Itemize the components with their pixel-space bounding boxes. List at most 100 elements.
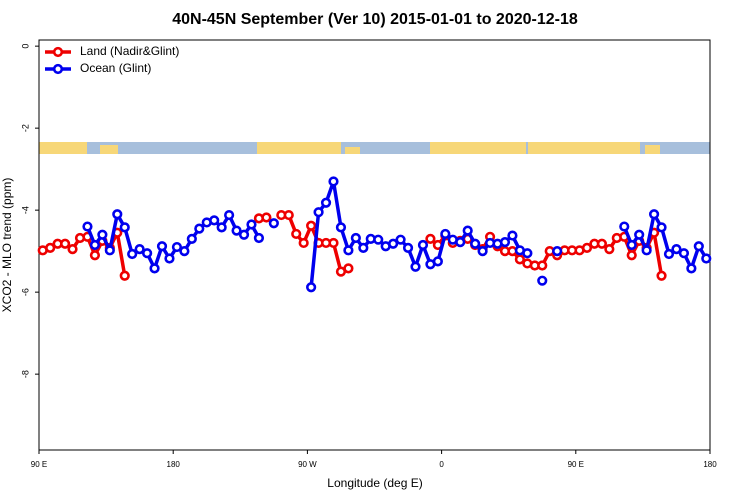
data-point xyxy=(149,263,160,274)
plot-frame xyxy=(38,39,711,451)
data-point xyxy=(59,238,71,249)
y-tick-label: -4 xyxy=(20,206,30,214)
land-mask-band xyxy=(39,142,710,154)
data-point xyxy=(402,242,414,253)
x-tick-label: 0 xyxy=(439,460,444,469)
y-tick-label: -2 xyxy=(20,124,30,132)
data-point xyxy=(253,232,265,244)
data-point xyxy=(619,221,630,232)
data-point xyxy=(67,244,78,255)
data-point xyxy=(425,233,436,244)
data-point xyxy=(343,263,354,274)
data-point xyxy=(417,239,429,251)
legend-marker xyxy=(52,63,64,75)
data-point xyxy=(552,246,563,257)
data-point xyxy=(283,209,294,221)
data-point xyxy=(693,241,704,252)
data-point xyxy=(477,246,488,257)
data-point xyxy=(89,250,101,261)
data-point xyxy=(268,218,279,229)
data-point xyxy=(686,263,697,274)
data-point xyxy=(186,233,197,244)
data-point xyxy=(164,253,175,264)
data-point xyxy=(156,241,168,252)
chart-title: 40N-45N September (Ver 10) 2015-01-01 to… xyxy=(172,11,578,28)
data-point xyxy=(514,254,525,265)
data-point xyxy=(373,234,384,245)
data-point xyxy=(231,225,242,236)
data-point xyxy=(596,238,607,249)
data-point xyxy=(663,248,675,260)
data-point xyxy=(410,261,421,272)
data-point xyxy=(171,241,183,253)
legend-label: Land (Nadir&Glint) xyxy=(80,44,179,58)
data-point xyxy=(440,228,451,240)
data-point xyxy=(537,275,548,286)
data-point xyxy=(432,256,443,267)
data-point xyxy=(142,248,153,259)
data-point xyxy=(224,209,235,221)
data-point xyxy=(89,239,101,251)
data-point xyxy=(499,237,511,248)
data-point xyxy=(209,215,220,226)
x-axis-label: Longitude (deg E) xyxy=(327,476,422,490)
data-point xyxy=(306,282,317,293)
data-point xyxy=(455,237,466,248)
data-point xyxy=(306,220,317,231)
data-point xyxy=(246,219,257,230)
data-point xyxy=(626,250,637,261)
x-tick-label: 90 W xyxy=(298,460,317,469)
data-point xyxy=(328,176,339,187)
data-point xyxy=(320,197,332,208)
y-tick-label: 0 xyxy=(20,44,30,49)
legend-marker xyxy=(52,46,64,58)
data-point xyxy=(45,242,56,253)
data-point xyxy=(656,270,667,281)
x-tick-label: 180 xyxy=(703,460,717,469)
data-point xyxy=(678,248,690,259)
x-tick-label: 180 xyxy=(167,460,181,469)
y-axis-label: XCO2 - MLO trend (ppm) xyxy=(0,178,14,313)
data-point xyxy=(470,238,481,249)
data-point xyxy=(388,238,399,249)
data-point xyxy=(626,239,637,251)
data-point xyxy=(127,248,138,260)
data-point xyxy=(522,248,533,259)
data-point xyxy=(291,228,302,240)
data-point xyxy=(313,207,324,218)
data-point xyxy=(238,229,250,240)
data-point xyxy=(641,245,652,256)
data-point xyxy=(194,223,205,234)
data-point xyxy=(701,253,712,264)
data-point xyxy=(581,242,593,253)
data-point xyxy=(112,209,123,220)
data-point xyxy=(335,222,347,233)
x-tick-label: 90 E xyxy=(31,460,47,469)
data-point xyxy=(648,209,660,220)
data-point xyxy=(537,260,548,271)
data-point xyxy=(119,270,130,281)
data-point xyxy=(134,244,145,255)
data-point xyxy=(216,222,227,233)
data-point xyxy=(97,229,108,240)
data-point xyxy=(634,229,645,240)
data-point xyxy=(343,245,354,256)
data-point xyxy=(298,237,309,249)
data-point xyxy=(328,237,339,249)
legend-label: Ocean (Glint) xyxy=(80,61,151,75)
data-point xyxy=(350,232,361,244)
data-point xyxy=(656,222,667,233)
x-tick-label: 90 E xyxy=(568,460,584,469)
data-point xyxy=(82,221,93,232)
data-point xyxy=(119,222,130,233)
data-point xyxy=(462,225,473,236)
data-point xyxy=(104,245,115,256)
data-point xyxy=(179,246,190,257)
y-tick-label: -8 xyxy=(20,370,30,378)
data-point xyxy=(507,230,518,241)
data-point xyxy=(395,234,406,245)
data-point xyxy=(671,244,682,255)
data-point xyxy=(261,212,272,223)
y-tick-label: -6 xyxy=(20,288,30,296)
